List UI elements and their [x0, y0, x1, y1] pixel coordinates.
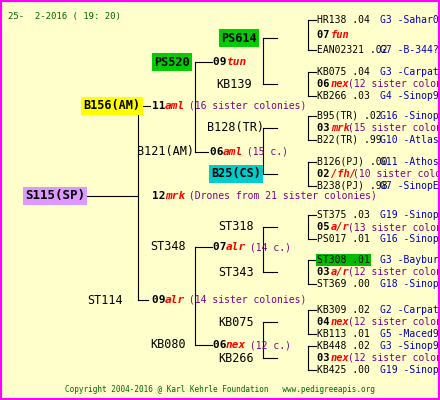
Text: 02: 02: [317, 169, 336, 179]
Text: 12: 12: [152, 191, 172, 201]
Text: 03: 03: [317, 353, 336, 363]
Text: KB080: KB080: [150, 338, 186, 352]
Text: 25-  2-2016 ( 19: 20): 25- 2-2016 ( 19: 20): [8, 12, 121, 21]
Text: nex: nex: [331, 79, 350, 89]
Text: nex: nex: [331, 317, 350, 327]
Text: G5 -Maced93R: G5 -Maced93R: [380, 329, 440, 339]
Text: (10 sister colonies): (10 sister colonies): [353, 169, 440, 179]
Text: KB425 .00: KB425 .00: [317, 365, 370, 375]
Text: B121(AM): B121(AM): [136, 146, 194, 158]
Text: G11 -AthosSt80R: G11 -AthosSt80R: [380, 157, 440, 167]
Text: (12 sister colonies): (12 sister colonies): [348, 353, 440, 363]
Text: G4 -Sinop96R: G4 -Sinop96R: [380, 91, 440, 101]
Text: G3 -Sahar00Q: G3 -Sahar00Q: [380, 15, 440, 25]
Text: KB139: KB139: [216, 78, 252, 90]
Text: G2 -Carpath00R: G2 -Carpath00R: [380, 305, 440, 315]
Text: B156(AM): B156(AM): [84, 100, 140, 112]
Text: a/r: a/r: [331, 222, 350, 232]
Text: KB075: KB075: [218, 316, 254, 328]
Text: nex: nex: [226, 340, 246, 350]
Text: 09: 09: [213, 57, 233, 67]
Text: PS614: PS614: [221, 32, 257, 44]
Text: alr: alr: [165, 295, 185, 305]
Text: HR138 .04: HR138 .04: [317, 15, 370, 25]
Text: G3 -Sinop96R: G3 -Sinop96R: [380, 341, 440, 351]
Text: (Drones from 21 sister colonies): (Drones from 21 sister colonies): [183, 191, 377, 201]
Text: KB448 .02: KB448 .02: [317, 341, 370, 351]
Text: (14 sister colonies): (14 sister colonies): [183, 295, 306, 305]
Text: EAN02321 .02: EAN02321 .02: [317, 45, 388, 55]
Text: ST343: ST343: [218, 266, 254, 278]
Text: B126(PJ) .00: B126(PJ) .00: [317, 157, 388, 167]
Text: G19 -Sinop62R: G19 -Sinop62R: [380, 210, 440, 220]
Text: 06: 06: [210, 147, 230, 157]
Text: 11: 11: [152, 101, 172, 111]
Text: /fh/: /fh/: [331, 169, 356, 179]
Text: (12 sister colonies): (12 sister colonies): [348, 79, 440, 89]
Text: 07: 07: [213, 242, 233, 252]
Text: aml: aml: [165, 101, 185, 111]
Text: (12 sister colonies): (12 sister colonies): [348, 267, 440, 277]
Text: B128(TR): B128(TR): [208, 122, 264, 134]
Text: G10 -Atlas85R: G10 -Atlas85R: [380, 135, 440, 145]
Text: KB266: KB266: [218, 352, 254, 364]
Text: S115(SP): S115(SP): [25, 190, 85, 202]
Text: (13 sister colonies): (13 sister colonies): [348, 222, 440, 232]
Text: (14 c.): (14 c.): [244, 242, 291, 252]
Text: 06: 06: [213, 340, 233, 350]
Text: Copyright 2004-2016 @ Karl Kehrle Foundation   www.pedigreeapis.org: Copyright 2004-2016 @ Karl Kehrle Founda…: [65, 385, 375, 394]
Text: KB266 .03: KB266 .03: [317, 91, 370, 101]
Text: 06: 06: [317, 79, 336, 89]
Text: ST114: ST114: [87, 294, 123, 306]
Text: (15 c.): (15 c.): [241, 147, 288, 157]
Text: (12 sister colonies): (12 sister colonies): [348, 317, 440, 327]
Text: tun: tun: [226, 57, 246, 67]
Text: 03: 03: [317, 267, 336, 277]
Text: 03: 03: [317, 123, 336, 133]
Text: a/r: a/r: [331, 267, 350, 277]
Text: G7 -B-344?: G7 -B-344?: [380, 45, 439, 55]
Text: alr: alr: [226, 242, 246, 252]
Text: nex: nex: [331, 353, 350, 363]
Text: aml: aml: [223, 147, 243, 157]
Text: KB113 .01: KB113 .01: [317, 329, 370, 339]
Text: B22(TR) .99: B22(TR) .99: [317, 135, 381, 145]
Text: G16 -Sinop72R: G16 -Sinop72R: [380, 111, 440, 121]
Text: PS520: PS520: [154, 56, 190, 68]
Text: (15 sister colonies): (15 sister colonies): [348, 123, 440, 133]
Text: 09: 09: [152, 295, 172, 305]
Text: ST375 .03: ST375 .03: [317, 210, 370, 220]
Text: ST318: ST318: [218, 220, 254, 234]
Text: G18 -Sinop62R: G18 -Sinop62R: [380, 279, 440, 289]
Text: ST308 .01: ST308 .01: [317, 255, 370, 265]
Text: B95(TR) .02: B95(TR) .02: [317, 111, 381, 121]
Text: G19 -Sinop62R: G19 -Sinop62R: [380, 365, 440, 375]
Text: G3 -Carpath00R: G3 -Carpath00R: [380, 67, 440, 77]
Text: B238(PJ) .98: B238(PJ) .98: [317, 181, 388, 191]
Text: G3 -Bayburt98-3: G3 -Bayburt98-3: [380, 255, 440, 265]
Text: PS017 .01: PS017 .01: [317, 234, 370, 244]
Text: ST348: ST348: [150, 240, 186, 254]
Text: B25(CS): B25(CS): [211, 168, 261, 180]
Text: (16 sister colonies): (16 sister colonies): [183, 101, 306, 111]
Text: 05: 05: [317, 222, 336, 232]
Text: mrk: mrk: [331, 123, 350, 133]
Text: (12 c.): (12 c.): [244, 340, 291, 350]
Text: fun: fun: [331, 30, 350, 40]
Text: mrk: mrk: [165, 191, 185, 201]
Text: G16 -Sinop72R: G16 -Sinop72R: [380, 234, 440, 244]
Text: ST369 .00: ST369 .00: [317, 279, 370, 289]
Text: KB075 .04: KB075 .04: [317, 67, 370, 77]
Text: KB309 .02: KB309 .02: [317, 305, 370, 315]
Text: 04: 04: [317, 317, 336, 327]
Text: G7 -SinopEgg86R: G7 -SinopEgg86R: [380, 181, 440, 191]
Text: 07: 07: [317, 30, 336, 40]
